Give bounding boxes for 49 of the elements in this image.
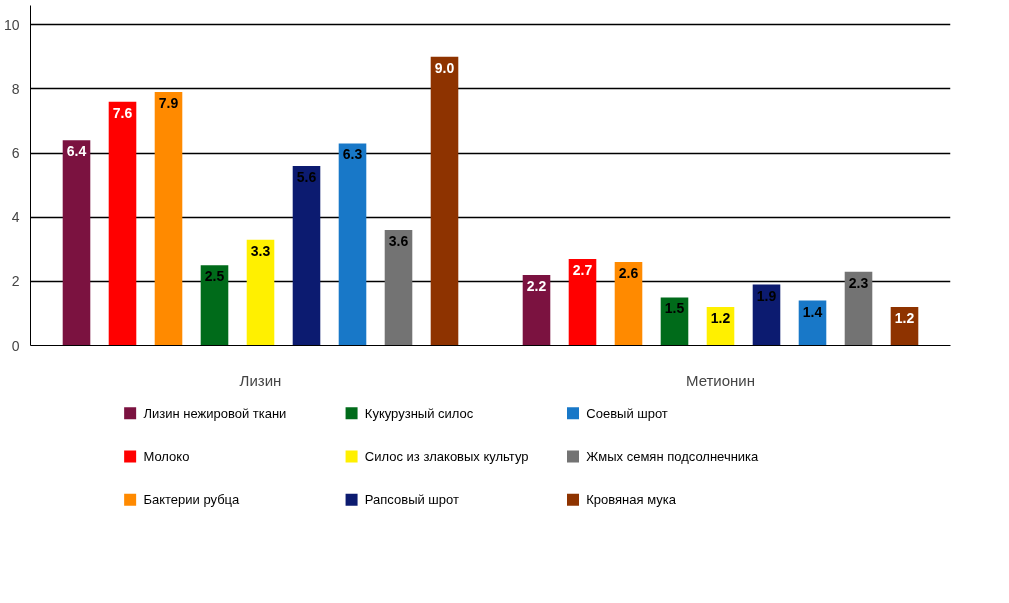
- data-label: 3.3: [250, 242, 271, 259]
- data-label: 2.5: [204, 268, 225, 285]
- data-label: 6.4: [66, 143, 87, 160]
- x-tick-label: Метионин: [685, 371, 756, 389]
- legend-label: Соевый шрот: [586, 405, 668, 421]
- legend-label: Рапсовый шрот: [364, 492, 459, 508]
- legend-label: Жмых семян подсолнечника: [586, 449, 760, 464]
- bar: [614, 262, 643, 346]
- bar: [752, 284, 781, 346]
- bar: [246, 239, 275, 346]
- x-tick-label: Лизин: [239, 371, 282, 389]
- y-tick-label: 8: [11, 80, 20, 97]
- bar: [384, 230, 413, 346]
- legend-label: Лизин нежировой ткани: [143, 405, 287, 421]
- y-tick-label: 6: [11, 145, 20, 162]
- data-label: 6.3: [342, 146, 363, 163]
- bar: [108, 101, 137, 346]
- data-label: 3.6: [388, 233, 409, 250]
- data-label: 7.6: [112, 104, 133, 121]
- bar: [522, 274, 551, 346]
- data-label: 5.6: [296, 168, 317, 185]
- data-label: 2.2: [526, 277, 547, 294]
- data-label: 1.2: [894, 310, 915, 327]
- data-label: 2.6: [618, 265, 639, 282]
- y-tick-label: 4: [11, 209, 20, 226]
- legend-label: Силос из злаковых культур: [364, 449, 529, 464]
- bar: [430, 56, 459, 346]
- legend-label: Бактерии рубца: [143, 492, 241, 508]
- data-label: 1.2: [710, 310, 731, 327]
- bar: [154, 92, 183, 346]
- y-tick-label: 2: [11, 273, 20, 290]
- data-label: 2.7: [572, 261, 593, 278]
- data-label: 2.3: [848, 274, 869, 291]
- data-label: 1.9: [756, 287, 777, 304]
- legend-label: Кукурузный силос: [364, 405, 474, 421]
- bar: [62, 140, 91, 346]
- legend-label: Кровяная мука: [586, 492, 677, 508]
- y-tick-label: 0: [11, 337, 20, 354]
- data-label: 9.0: [434, 59, 455, 76]
- bar: [844, 271, 873, 346]
- data-label: 1.5: [664, 300, 685, 317]
- bar: [292, 165, 321, 346]
- data-label: 7.9: [158, 95, 179, 112]
- legend-label: Молоко: [143, 449, 190, 464]
- bar: [200, 265, 229, 346]
- bar: [568, 258, 597, 346]
- bar: [338, 143, 367, 346]
- data-label: 1.4: [802, 303, 823, 320]
- y-tick-label: 10: [3, 16, 20, 33]
